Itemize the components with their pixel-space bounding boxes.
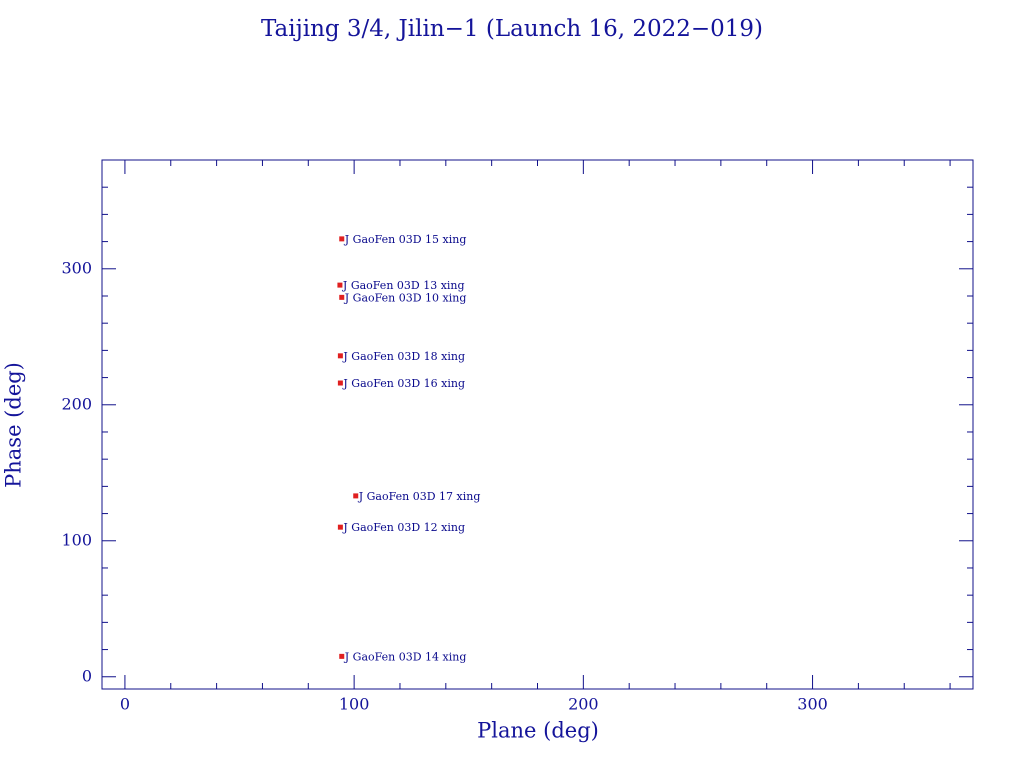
point <box>339 236 345 242</box>
point <box>337 282 343 288</box>
x-tick-label: 200 <box>568 695 599 714</box>
x-tick-label: 0 <box>120 695 130 714</box>
y-axis-label: Phase (deg) <box>2 362 26 488</box>
y-tick-label: 100 <box>61 530 92 549</box>
point-label: J GaoFen 03D 13 xing <box>342 279 465 292</box>
point <box>353 493 359 499</box>
point-label: J GaoFen 03D 17 xing <box>358 490 481 503</box>
point-label: J GaoFen 03D 15 xing <box>344 233 467 246</box>
point <box>339 294 345 300</box>
y-tick-label: 300 <box>61 258 92 277</box>
x-tick-label: 100 <box>339 695 370 714</box>
point-label: J GaoFen 03D 14 xing <box>344 650 467 663</box>
point <box>339 653 345 659</box>
plot-frame <box>101 159 974 690</box>
point-label: J GaoFen 03D 16 xing <box>342 377 465 390</box>
x-tick-label: 300 <box>797 695 828 714</box>
point-label: J GaoFen 03D 10 xing <box>344 291 467 304</box>
y-tick-label: 200 <box>61 394 92 413</box>
chart-title: Taijing 3/4, Jilin−1 (Launch 16, 2022−01… <box>261 16 763 42</box>
point <box>337 353 343 359</box>
point-label: J GaoFen 03D 18 xing <box>342 350 465 363</box>
point-label: J GaoFen 03D 12 xing <box>342 521 465 534</box>
point <box>337 524 343 530</box>
x-axis-label: Plane (deg) <box>477 719 599 743</box>
point <box>337 380 343 386</box>
y-tick-label: 0 <box>82 666 92 685</box>
